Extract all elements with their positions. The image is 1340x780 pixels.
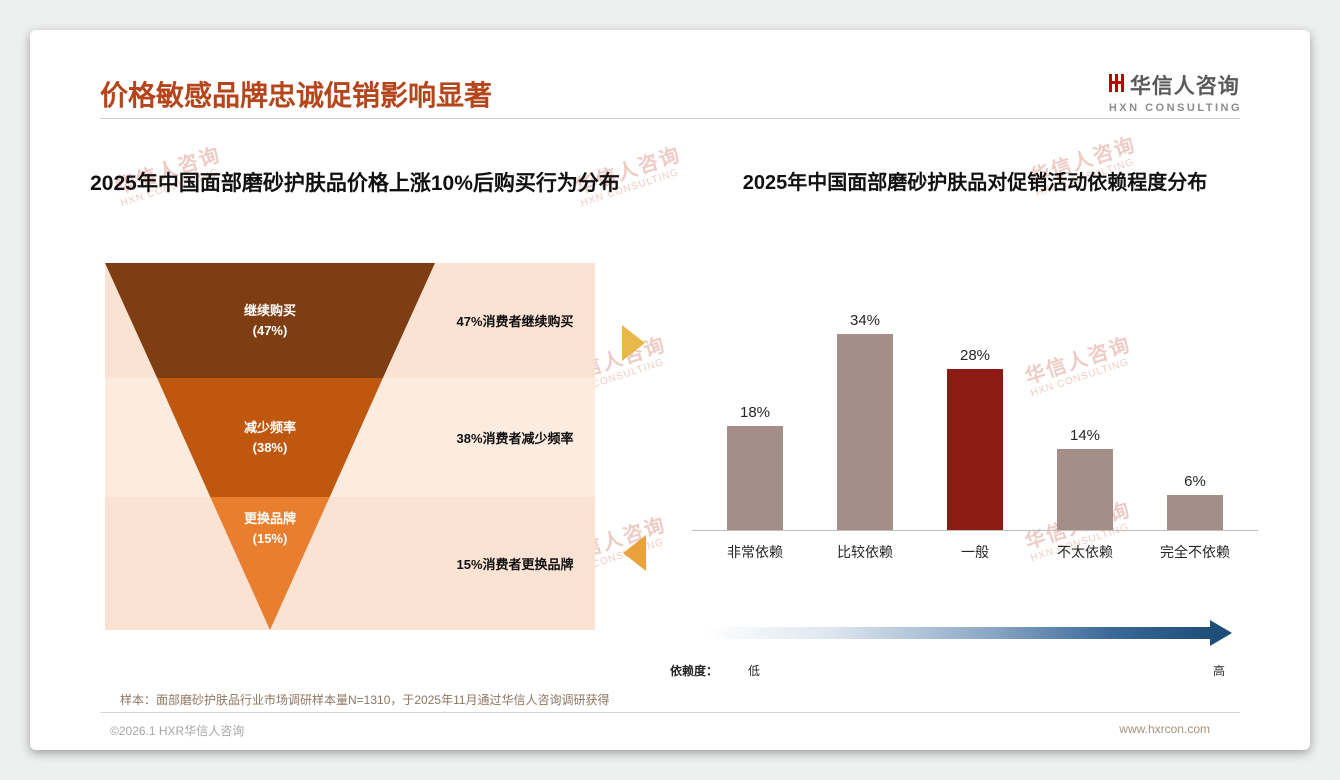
- funnel-chart-title: 2025年中国面部磨砂护肤品价格上涨10%后购买行为分布: [90, 172, 620, 195]
- bar-column: 34%: [810, 300, 920, 530]
- funnel-panel-row: [105, 497, 595, 630]
- funnel-segment-switch: 更换品牌 (15%): [210, 497, 330, 630]
- funnel-segment-continue: 继续购买 (47%): [105, 263, 435, 378]
- bar: [1167, 495, 1223, 530]
- dependency-axis-title: 依赖度：: [670, 664, 719, 678]
- arrow-right-icon: [622, 325, 645, 361]
- bar-chart-title: 2025年中国面部磨砂护肤品对促销活动依赖程度分布: [742, 172, 1208, 194]
- funnel-shape: 继续购买 (47%) 减少频率 (38%) 更换品牌 (15%): [105, 263, 435, 630]
- funnel-side-label: 38%消费者减少频率: [456, 431, 574, 446]
- category-label: 完全不依赖: [1160, 544, 1230, 560]
- logo: 华信人咨询 HXN CONSULTING: [1108, 70, 1242, 114]
- bar-value-label: 14%: [1069, 427, 1101, 444]
- bar: [837, 334, 893, 530]
- funnel-segment-label: 更换品牌: [243, 511, 296, 526]
- dependency-axis-labels: 依赖度： 低 高: [670, 662, 1280, 678]
- gradient-bar: [705, 627, 1210, 639]
- title-divider: [100, 118, 1240, 119]
- funnel-segment-label: 继续购买: [243, 303, 296, 318]
- gradient-arrowhead-icon: [1210, 620, 1232, 646]
- bar-column: 28%: [920, 300, 1030, 530]
- bar-column: 14%: [1030, 300, 1140, 530]
- footer-divider: [100, 712, 1240, 713]
- sample-note: 样本：面部磨砂护肤品行业市场调研样本量N=1310，于2025年11月通过华信人…: [120, 693, 610, 707]
- funnel-side-label: 47%消费者继续购买: [456, 314, 574, 329]
- funnel-segment-pct: (15%): [252, 530, 288, 546]
- logo-name: 华信人咨询: [1129, 75, 1240, 98]
- footer-website: www.hxrcon.com: [1119, 722, 1210, 736]
- slide-card: 华信人咨询 HXN CONSULTING 华信人咨询 HXN CONSULTING …: [30, 30, 1310, 750]
- logo-mark-icon: [1108, 73, 1125, 98]
- x-axis-line: [692, 530, 1258, 531]
- category-label: 非常依赖: [727, 544, 783, 560]
- funnel-segment-pct: (47%): [252, 322, 288, 338]
- dependency-low-label: 低: [748, 664, 761, 678]
- funnel-segment-label: 减少频率: [243, 420, 296, 435]
- bar: [1057, 449, 1113, 530]
- bar-value-label: 28%: [959, 347, 991, 364]
- funnel-segment-pct: (38%): [252, 439, 288, 455]
- category-label: 比较依赖: [837, 544, 893, 560]
- bar-value-label: 34%: [849, 312, 881, 329]
- page-title: 价格敏感品牌忠诚促销影响显著: [100, 80, 493, 111]
- bar-chart: 2025年中国面部磨砂护肤品对促销活动依赖程度分布 18% 34% 28% 14…: [670, 170, 1280, 678]
- logo-subtitle: HXN CONSULTING: [1108, 102, 1242, 114]
- category-labels: 非常依赖 比较依赖 一般 不太依赖 完全不依赖: [700, 542, 1250, 562]
- footer-copyright: ©2026.1 HXR华信人咨询: [110, 724, 245, 738]
- funnel-chart: 2025年中国面部磨砂护肤品价格上涨10%后购买行为分布 继续购买 (47%) 减…: [75, 170, 635, 630]
- funnel-plot-area: 继续购买 (47%) 减少频率 (38%) 更换品牌 (15%) 47%消费者继续购买…: [105, 263, 595, 630]
- arrow-left-icon: [623, 535, 646, 571]
- dependency-high-label: 高: [1212, 664, 1225, 678]
- bar-highlighted: [947, 369, 1003, 530]
- bar-plot-area: 18% 34% 28% 14% 6%: [700, 300, 1250, 530]
- bar-value-label: 6%: [1184, 473, 1206, 490]
- funnel-segment-reduce: 减少频率 (38%): [157, 378, 383, 497]
- dependency-gradient-arrow: [705, 620, 1235, 646]
- category-label: 不太依赖: [1057, 544, 1113, 560]
- bar: [727, 426, 783, 530]
- funnel-side-label: 15%消费者更换品牌: [456, 557, 574, 572]
- bar-column: 6%: [1140, 300, 1250, 530]
- category-label: 一般: [961, 544, 989, 560]
- bar-column: 18%: [700, 300, 810, 530]
- bar-value-label: 18%: [739, 404, 771, 421]
